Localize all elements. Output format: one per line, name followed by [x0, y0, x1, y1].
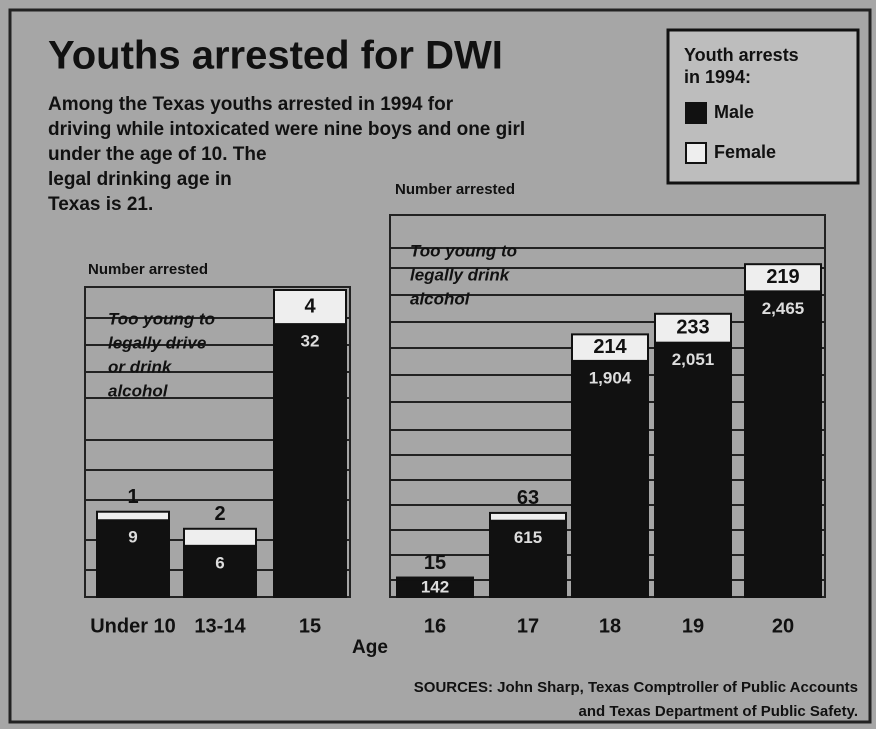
x-tick-label: 17 — [517, 615, 539, 637]
x-tick-label: 13-14 — [194, 615, 246, 637]
bar-segment — [274, 324, 346, 597]
y-axis-label: Number arrested — [395, 181, 515, 198]
subtitle-line: under the age of 10. The — [48, 144, 267, 165]
x-axis-label: Age — [352, 637, 388, 658]
bar-segment — [97, 512, 169, 521]
legend-title: Youth arrests — [684, 45, 799, 65]
legend-title: in 1994: — [684, 67, 751, 87]
value-label: 233 — [676, 317, 709, 339]
source: SOURCES: John Sharp, Texas Comptroller o… — [414, 679, 858, 696]
subtitle-line: legal drinking age in — [48, 169, 232, 190]
value-label: 2 — [214, 503, 225, 525]
annotation: or drink — [108, 357, 173, 376]
x-tick-label: 19 — [682, 615, 704, 637]
x-tick-label: 15 — [299, 615, 321, 637]
value-label: 219 — [766, 266, 799, 288]
subtitle-line: Among the Texas youths arrested in 1994 … — [48, 94, 454, 115]
legend-label: Female — [714, 142, 776, 162]
bar-segment — [184, 529, 256, 546]
chart-title: Youths arrested for DWI — [48, 34, 503, 78]
value-label: 9 — [128, 528, 137, 547]
annotation: Too young to — [410, 241, 517, 260]
value-label: 615 — [514, 528, 542, 547]
y-axis-label: Number arrested — [88, 261, 208, 278]
value-label: 6 — [215, 553, 224, 572]
x-tick-label: Under 10 — [90, 615, 176, 637]
subtitle-line: Texas is 21. — [48, 194, 153, 215]
annotation: Too young to — [108, 309, 215, 328]
bar-segment — [745, 291, 821, 597]
value-label: 142 — [421, 578, 449, 597]
legend-swatch — [686, 103, 706, 123]
value-label: 1 — [127, 486, 138, 508]
annotation: alcohol — [410, 289, 471, 308]
legend-swatch — [686, 143, 706, 163]
chart: Youths arrested for DWI Among the Texas … — [0, 0, 876, 729]
bar-segment — [397, 578, 473, 580]
bar-segment — [490, 513, 566, 521]
value-label: 214 — [593, 336, 627, 358]
bar-segment — [572, 361, 648, 597]
value-label: 2,465 — [762, 299, 805, 318]
value-label: 15 — [424, 552, 446, 574]
x-tick-label: 20 — [772, 615, 794, 637]
source: and Texas Department of Public Safety. — [578, 703, 858, 720]
bar-segment — [655, 343, 731, 597]
x-tick-label: 16 — [424, 615, 446, 637]
annotation: alcohol — [108, 381, 169, 400]
value-label: 1,904 — [589, 368, 632, 387]
annotation: legally drive — [108, 333, 206, 352]
legend-label: Male — [714, 102, 754, 122]
value-label: 32 — [301, 332, 320, 351]
subtitle-line: driving while intoxicated were nine boys… — [48, 119, 525, 140]
x-tick-label: 18 — [599, 615, 621, 637]
value-label: 4 — [304, 295, 316, 317]
value-label: 63 — [517, 487, 539, 509]
annotation: legally drink — [410, 265, 511, 284]
value-label: 2,051 — [672, 350, 715, 369]
